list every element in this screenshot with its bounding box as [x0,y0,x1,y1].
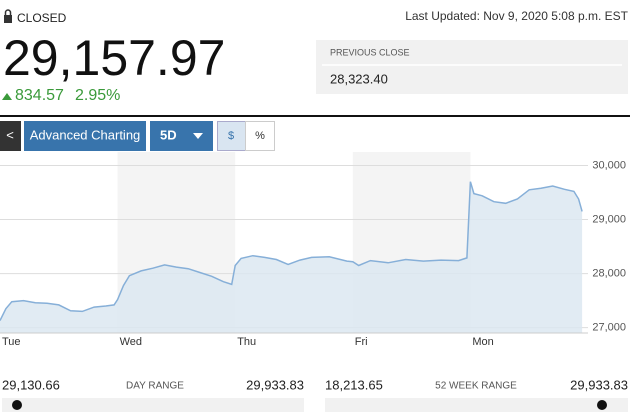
range-button[interactable] [150,121,213,151]
lock-shackle [4,9,12,15]
y-tick-label: 30,000 [592,159,626,171]
prev-close-box [316,40,628,94]
dollar-toggle[interactable] [217,121,246,151]
up-arrow [2,93,12,100]
advanced-label: Advanced Charting [30,127,141,142]
day-range-bar [2,398,304,412]
x-tick-label: Wed [120,336,142,348]
status: CLOSED [17,11,67,25]
week52-range-bar [325,398,628,412]
price: 29,157.97 [3,30,225,86]
y-tick-label: 29,000 [592,213,626,225]
lock-icon [4,15,12,23]
change: 834.57 [15,87,64,104]
advanced-button[interactable] [24,121,146,151]
last-updated: Last Updated: Nov 9, 2020 5:08 p.m. EST [405,9,628,23]
percent-label: % [255,130,265,142]
x-tick-label: Thu [237,336,256,348]
range-label: 5D [160,127,177,142]
chart: 27,000 28,000 29,000 30,000 Tue Wed Thu Fri Mon [0,152,626,348]
caret [193,133,203,139]
day-range-marker [12,400,22,410]
day-range-label: DAY RANGE [126,381,184,392]
y-tick-label: 28,000 [592,267,626,279]
back-button[interactable] [0,121,21,151]
week52-high: 29,933.83 [570,377,628,392]
price-line [0,181,583,321]
dollar-label: $ [228,130,234,142]
change-percent: 2.95% [75,87,120,104]
day-high: 29,933.83 [246,377,304,392]
x-tick-label: Tue [2,336,21,348]
prev-close-value: 28,323.40 [330,71,388,86]
x-tick-label: Fri [355,336,368,348]
week52-range-marker [597,400,607,410]
week52-range-label: 52 WEEK RANGE [435,381,517,392]
prev-close-label: PREVIOUS CLOSE [330,47,410,57]
back-label: < [6,127,14,142]
x-tick-label: Mon [472,336,493,348]
day-low: 29,130.66 [2,377,60,392]
area [0,181,583,333]
week52-low: 18,213.65 [325,377,383,392]
y-tick-label: 27,000 [592,322,626,334]
percent-toggle[interactable] [245,121,275,151]
